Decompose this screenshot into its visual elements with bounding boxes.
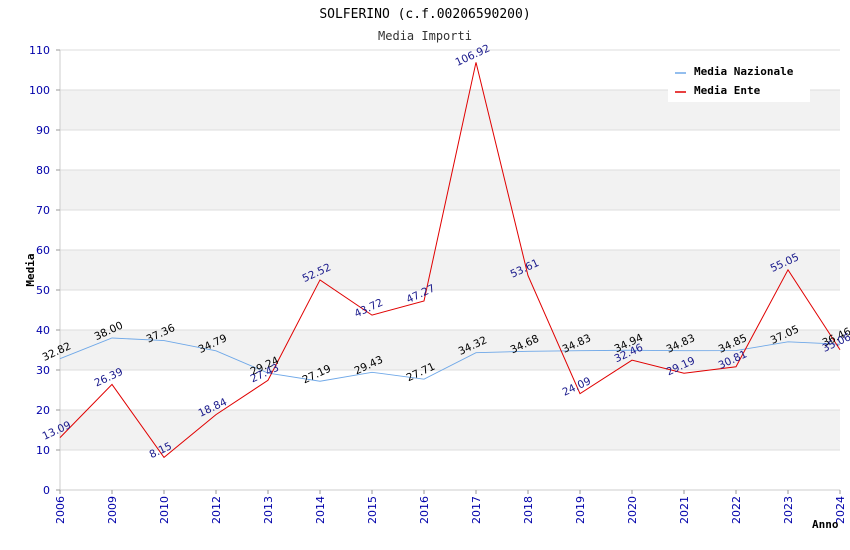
- y-tick-label: 80: [36, 164, 50, 177]
- y-tick-label: 50: [36, 284, 50, 297]
- x-tick-label: 2022: [730, 496, 743, 524]
- plot-band: [60, 250, 840, 290]
- y-tick-label: 40: [36, 324, 50, 337]
- data-label-ente: 43.72: [353, 297, 385, 321]
- x-tick-label: 2010: [158, 496, 171, 524]
- chart-title: SOLFERINO (c.f.00206590200): [319, 7, 530, 22]
- x-tick-label: 2012: [210, 496, 223, 524]
- x-tick-label: 2021: [678, 496, 691, 524]
- series-lines: [59, 62, 841, 459]
- plot-band: [60, 170, 840, 210]
- y-tick-label: 60: [36, 244, 50, 257]
- y-tick-label: 90: [36, 124, 50, 137]
- plot-background-bands: [60, 90, 840, 450]
- x-axis-label: Anno: [812, 518, 839, 531]
- series-line-media-nazionale: [59, 337, 841, 382]
- series-line-media-ente: [59, 62, 841, 459]
- x-tick-label: 2014: [314, 496, 327, 524]
- x-tick-label: 2009: [106, 496, 119, 524]
- y-tick-label: 20: [36, 404, 50, 417]
- legend-box: [668, 58, 810, 102]
- legend: Media Nazionale Media Ente: [668, 58, 810, 102]
- plot-band: [60, 410, 840, 450]
- chart-subtitle: Media Importi: [378, 29, 472, 43]
- x-tick-label: 2018: [522, 496, 535, 524]
- y-tick-label: 70: [36, 204, 50, 217]
- data-label-ente: 24.09: [561, 375, 593, 399]
- x-tick-label: 2013: [262, 496, 275, 524]
- x-tick-label: 2017: [470, 496, 483, 524]
- legend-label-media-ente: Media Ente: [694, 84, 761, 97]
- x-tick-label: 2019: [574, 496, 587, 524]
- y-tick-label: 30: [36, 364, 50, 377]
- x-tick-label: 2023: [782, 496, 795, 524]
- y-axis-ticks: 0 10 20 30 40 50 60 70 80 90 100 110: [29, 44, 60, 497]
- x-tick-label: 2024: [834, 496, 847, 524]
- x-tick-label: 2020: [626, 496, 639, 524]
- x-tick-label: 2016: [418, 496, 431, 524]
- y-axis-label: Media: [24, 253, 37, 286]
- y-tick-label: 100: [29, 84, 50, 97]
- x-axis-ticks: 2006 2009 2010 2012 2013 2014 2015 2016 2017 2018…: [54, 490, 847, 524]
- data-label-ente: 106.92: [454, 42, 492, 68]
- legend-label-media-nazionale: Media Nazionale: [694, 65, 794, 78]
- y-tick-label: 0: [43, 484, 50, 497]
- plot-band: [60, 330, 840, 370]
- y-tick-label: 110: [29, 44, 50, 57]
- y-tick-label: 10: [36, 444, 50, 457]
- x-tick-label: 2006: [54, 496, 67, 524]
- x-tick-label: 2015: [366, 496, 379, 524]
